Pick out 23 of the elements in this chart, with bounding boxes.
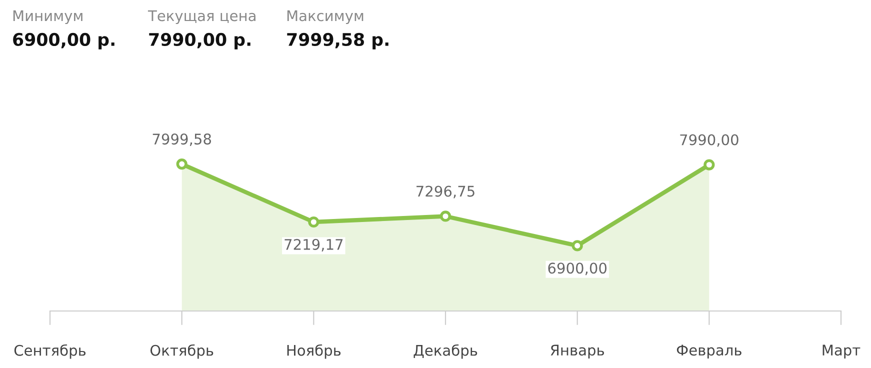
x-tick-label: Ноябрь bbox=[287, 344, 341, 359]
data-label: 7999,58 bbox=[152, 134, 211, 146]
point bbox=[176, 158, 188, 170]
data-label: 6900,00 bbox=[548, 262, 607, 276]
point bbox=[308, 216, 320, 228]
text: Минимум bbox=[13, 10, 82, 24]
x-tick-label: Сентябрь bbox=[14, 344, 86, 359]
data-label: 7219,17 bbox=[284, 238, 343, 252]
text: 6900,00 р. bbox=[13, 32, 114, 50]
point bbox=[440, 210, 452, 222]
x-tick-label: Декабрь bbox=[414, 344, 478, 359]
x-tick-label: Январь bbox=[550, 344, 604, 358]
x-tick-label: Февраль bbox=[676, 344, 742, 358]
data-label: 7990,00 bbox=[680, 134, 738, 147]
text: Максимум bbox=[287, 10, 364, 24]
point bbox=[704, 159, 715, 170]
text: 7990,00 р. bbox=[149, 32, 250, 50]
x-tick-label: Октябрь bbox=[150, 344, 214, 359]
text: 7999,58 р. bbox=[287, 32, 388, 50]
x-tick-label: Март bbox=[822, 344, 860, 358]
point bbox=[572, 240, 583, 252]
text: Текущая цена bbox=[148, 10, 256, 24]
data-label: 7296,75 bbox=[416, 186, 474, 198]
